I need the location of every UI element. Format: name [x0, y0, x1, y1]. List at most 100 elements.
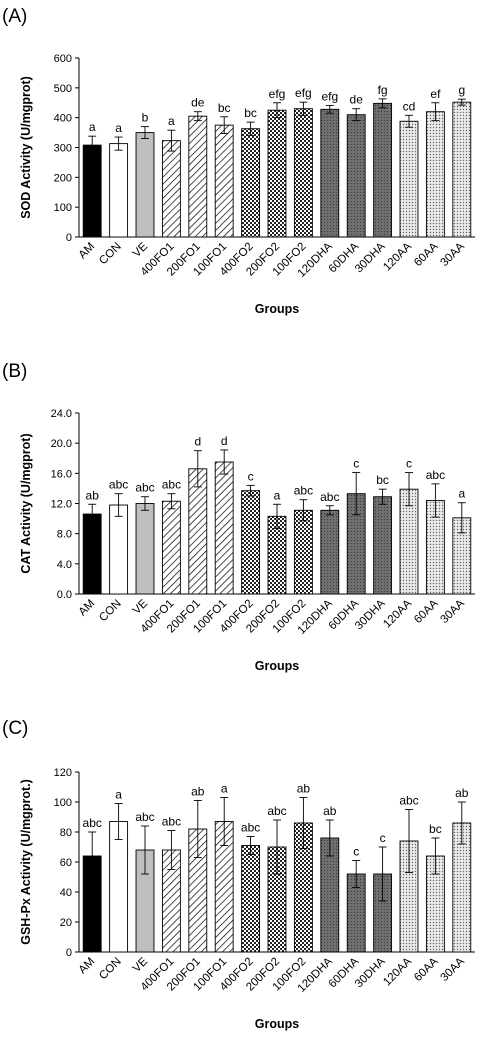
significance-letter: a — [115, 121, 122, 135]
x-tick-label: CON — [97, 598, 124, 625]
x-tick-label: AM — [77, 241, 98, 262]
bar — [399, 120, 419, 238]
x-tick-label: 30DHA — [353, 597, 388, 632]
bar — [214, 461, 234, 595]
significance-letter: ab — [191, 785, 205, 799]
significance-letter: bc — [376, 473, 389, 487]
chart-panel-0: (A)0100200300400500600aAMaCONbVEa400FO1d… — [2, 6, 475, 316]
panel-label: (C) — [2, 718, 28, 739]
x-tick-label: VE — [131, 955, 151, 975]
bar — [241, 845, 261, 953]
significance-letter: bc — [218, 101, 231, 115]
significance-letter: abc — [320, 490, 339, 504]
significance-letter: abc — [135, 810, 154, 824]
bar — [82, 513, 102, 595]
bar — [452, 101, 472, 238]
significance-letter: c — [406, 457, 412, 471]
x-axis-title: Groups — [255, 302, 299, 316]
x-tick-label: VE — [131, 597, 151, 617]
y-tick-label: 0 — [66, 947, 72, 959]
bar — [320, 108, 340, 238]
x-tick-label: 30DHA — [353, 955, 388, 990]
chart-panel-1: (B)0.04.08.012.016.020.024.0abAMabcCONab… — [2, 361, 475, 673]
panel-label: (A) — [2, 6, 27, 27]
x-tick-label: 30DHA — [353, 240, 388, 275]
significance-letter: a — [458, 487, 465, 501]
x-tick-label: 60AA — [412, 597, 441, 626]
x-tick-label: 30AA — [439, 240, 468, 269]
y-tick-label: 60 — [60, 857, 72, 869]
significance-letter: ab — [455, 786, 469, 800]
significance-letter: a — [89, 120, 96, 134]
y-tick-label: 100 — [54, 797, 72, 809]
x-tick-label: VE — [131, 240, 151, 260]
y-tick-label: 600 — [54, 53, 72, 65]
y-tick-label: 4.0 — [57, 559, 72, 571]
bar — [373, 496, 393, 595]
x-tick-label: 120AA — [381, 597, 414, 630]
significance-letter: de — [350, 93, 364, 107]
bar — [320, 509, 340, 595]
y-tick-label: 12.0 — [51, 499, 72, 511]
chart-panel-2: (C)020406080100120abcAMaCONabcVEabc400FO… — [2, 718, 475, 1031]
panel-label: (B) — [2, 361, 27, 382]
y-tick-label: 40 — [60, 887, 72, 899]
bar — [373, 102, 393, 238]
y-tick-label: 500 — [54, 83, 72, 95]
y-tick-label: 0.0 — [57, 589, 72, 601]
significance-letter: de — [191, 96, 205, 110]
bar — [109, 143, 129, 238]
x-tick-label: AM — [77, 598, 98, 619]
significance-letter: c — [248, 469, 254, 483]
x-tick-label: AM — [77, 956, 98, 977]
bar — [241, 128, 261, 238]
bar — [188, 115, 208, 238]
y-axis-title: SOD Activity (U/mgprot) — [19, 76, 33, 219]
y-tick-label: 16.0 — [51, 468, 72, 480]
significance-letter: b — [142, 111, 149, 125]
significance-letter: c — [380, 831, 386, 845]
y-tick-label: 80 — [60, 827, 72, 839]
significance-letter: abc — [426, 468, 445, 482]
significance-letter: d — [221, 434, 228, 448]
significance-letter: abc — [294, 484, 313, 498]
significance-letter: efg — [295, 86, 312, 100]
bar — [135, 132, 155, 238]
y-tick-label: 120 — [54, 767, 72, 779]
bar — [188, 468, 208, 595]
significance-letter: abc — [162, 815, 181, 829]
bar — [161, 140, 181, 238]
significance-letter: d — [194, 435, 201, 449]
significance-letter: a — [115, 788, 122, 802]
significance-letter: bc — [429, 822, 442, 836]
y-tick-label: 400 — [54, 113, 72, 125]
bar — [109, 821, 129, 953]
x-tick-label: 30AA — [439, 597, 468, 626]
significance-letter: abc — [241, 821, 260, 835]
y-tick-label: 8.0 — [57, 529, 72, 541]
x-tick-label: CON — [97, 956, 124, 983]
significance-letter: fg — [378, 83, 388, 97]
x-tick-label: CON — [97, 241, 124, 268]
bar — [109, 504, 129, 595]
significance-letter: a — [168, 114, 175, 128]
significance-letter: a — [274, 488, 281, 502]
bar — [293, 509, 313, 595]
y-tick-label: 20.0 — [51, 438, 72, 450]
x-tick-label: 60AA — [412, 240, 441, 269]
significance-letter: cd — [403, 99, 416, 113]
y-tick-label: 300 — [54, 143, 72, 155]
x-tick-label: 120AA — [381, 955, 414, 988]
bar — [425, 111, 445, 238]
bar — [267, 109, 287, 238]
y-tick-label: 200 — [54, 172, 72, 184]
significance-letter: a — [221, 782, 228, 796]
x-tick-label: 120AA — [381, 240, 414, 273]
significance-letter: efg — [321, 89, 338, 103]
significance-letter: abc — [109, 478, 128, 492]
significance-letter: c — [353, 845, 359, 859]
significance-letter: abc — [267, 804, 286, 818]
y-tick-label: 0 — [66, 232, 72, 244]
significance-letter: efg — [269, 87, 286, 101]
significance-letter: abc — [135, 481, 154, 495]
